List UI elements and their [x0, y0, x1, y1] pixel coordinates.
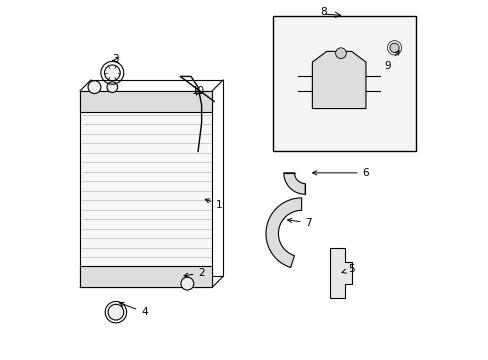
Text: 7: 7	[287, 218, 311, 228]
Text: 1: 1	[205, 199, 223, 210]
Bar	[272, 16, 415, 152]
Text: 10: 10	[191, 86, 204, 96]
Text: 2: 2	[183, 268, 204, 278]
Circle shape	[104, 65, 120, 81]
Circle shape	[181, 277, 193, 290]
Polygon shape	[329, 248, 351, 298]
Text: 4: 4	[119, 302, 147, 317]
Text: 8: 8	[319, 7, 325, 17]
Polygon shape	[80, 266, 212, 287]
Circle shape	[108, 304, 123, 320]
Circle shape	[88, 81, 101, 94]
Circle shape	[107, 82, 118, 93]
Polygon shape	[80, 91, 212, 112]
Polygon shape	[80, 91, 212, 287]
Text: 3: 3	[112, 54, 119, 64]
Text: 9: 9	[383, 51, 398, 71]
Polygon shape	[265, 198, 301, 267]
Text: 6: 6	[312, 168, 368, 178]
Polygon shape	[312, 51, 365, 109]
Polygon shape	[283, 173, 305, 194]
Circle shape	[335, 48, 346, 59]
Text: 5: 5	[341, 264, 354, 274]
Circle shape	[389, 43, 398, 53]
